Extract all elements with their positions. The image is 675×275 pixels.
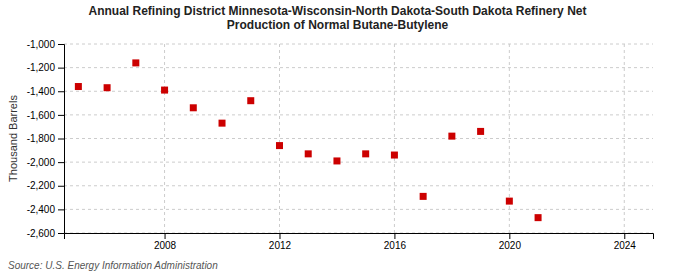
tick: 2008 [154, 233, 177, 251]
tick-label: 2024 [614, 240, 637, 251]
grid-line [64, 44, 653, 45]
tick-label: -1,000 [27, 39, 56, 50]
plot-area: 20082012201620202024-1,000-1,200-1,400-1… [27, 39, 654, 251]
tick-label: -2,400 [27, 204, 56, 215]
point [420, 193, 427, 200]
grid-line [64, 138, 653, 139]
point [448, 133, 455, 140]
grid-line [279, 44, 280, 233]
grid-line [394, 44, 395, 233]
tick-mark [58, 233, 64, 234]
axis-line [65, 234, 654, 240]
axis-line [58, 45, 65, 234]
tick: 2016 [384, 233, 407, 251]
grid-line [64, 209, 653, 210]
tick-mark [165, 233, 166, 239]
tick-mark [58, 139, 64, 140]
point [75, 83, 82, 90]
point [506, 198, 513, 205]
annotation: Source: U.S. Energy Information Administ… [8, 260, 218, 271]
y-axis-title: Thousand Barrels [7, 95, 19, 182]
tick-label: -2,200 [27, 180, 56, 191]
point [132, 59, 139, 66]
tick-mark [58, 209, 64, 210]
x-axis: 2008 2012 2016 2020 2024 [65, 233, 654, 251]
tick-mark [624, 233, 625, 239]
title: Annual Refining District Minnesota-Wisco… [89, 4, 587, 32]
grid-line [64, 185, 653, 186]
tick: -2,200 [27, 180, 64, 191]
grid-line [164, 44, 165, 233]
tick-mark [58, 44, 64, 45]
tick-mark [58, 68, 64, 69]
tick-label: -1,800 [27, 133, 56, 144]
point [333, 157, 340, 164]
tick-mark [58, 115, 64, 116]
point [161, 87, 168, 94]
tick-mark [58, 91, 64, 92]
grid-line [509, 44, 510, 233]
tick-mark [58, 162, 64, 163]
tick-label: -2,600 [27, 228, 56, 239]
tick-label: 2020 [499, 240, 522, 251]
tick-label: -2,000 [27, 157, 56, 168]
tick: -1,400 [27, 86, 64, 97]
point [391, 152, 398, 159]
tick: -2,000 [27, 157, 64, 168]
chart: 20082012201620202024-1,000-1,200-1,400-1… [0, 0, 675, 275]
tick-mark [509, 233, 510, 239]
points [75, 59, 542, 221]
point [362, 150, 369, 157]
tick: -2,400 [27, 204, 64, 215]
tick: 2012 [269, 233, 292, 251]
point [477, 128, 484, 135]
point [276, 142, 283, 149]
point [247, 97, 254, 104]
tick-label: -1,400 [27, 86, 56, 97]
point [305, 150, 312, 157]
tick-mark [279, 233, 280, 239]
tick: -1,000 [27, 39, 64, 50]
grid-line [64, 67, 653, 68]
grid-line [64, 162, 653, 163]
tick-label: 2012 [269, 240, 292, 251]
tick: -1,200 [27, 62, 64, 73]
tick: -2,600 [27, 228, 64, 239]
tick-label: 2016 [384, 240, 407, 251]
tick-mark [58, 186, 64, 187]
tick-label: 2008 [154, 240, 177, 251]
grid-line [64, 91, 653, 92]
tick-label: -1,600 [27, 110, 56, 121]
tick: -1,800 [27, 133, 64, 144]
y-axis: -1,000 -1,200 -1,400 -1,600 -1,800 -2,000 -2,2… [27, 39, 65, 239]
grid [64, 44, 653, 233]
tick-mark [394, 233, 395, 239]
grid-line [624, 44, 625, 233]
tick: 2024 [614, 233, 637, 251]
tick: -1,600 [27, 110, 64, 121]
point [535, 214, 542, 221]
point [104, 84, 111, 91]
grid-line [64, 114, 653, 115]
tick-label: -1,200 [27, 62, 56, 73]
point [190, 104, 197, 111]
tick: 2020 [499, 233, 522, 251]
point [219, 120, 226, 127]
